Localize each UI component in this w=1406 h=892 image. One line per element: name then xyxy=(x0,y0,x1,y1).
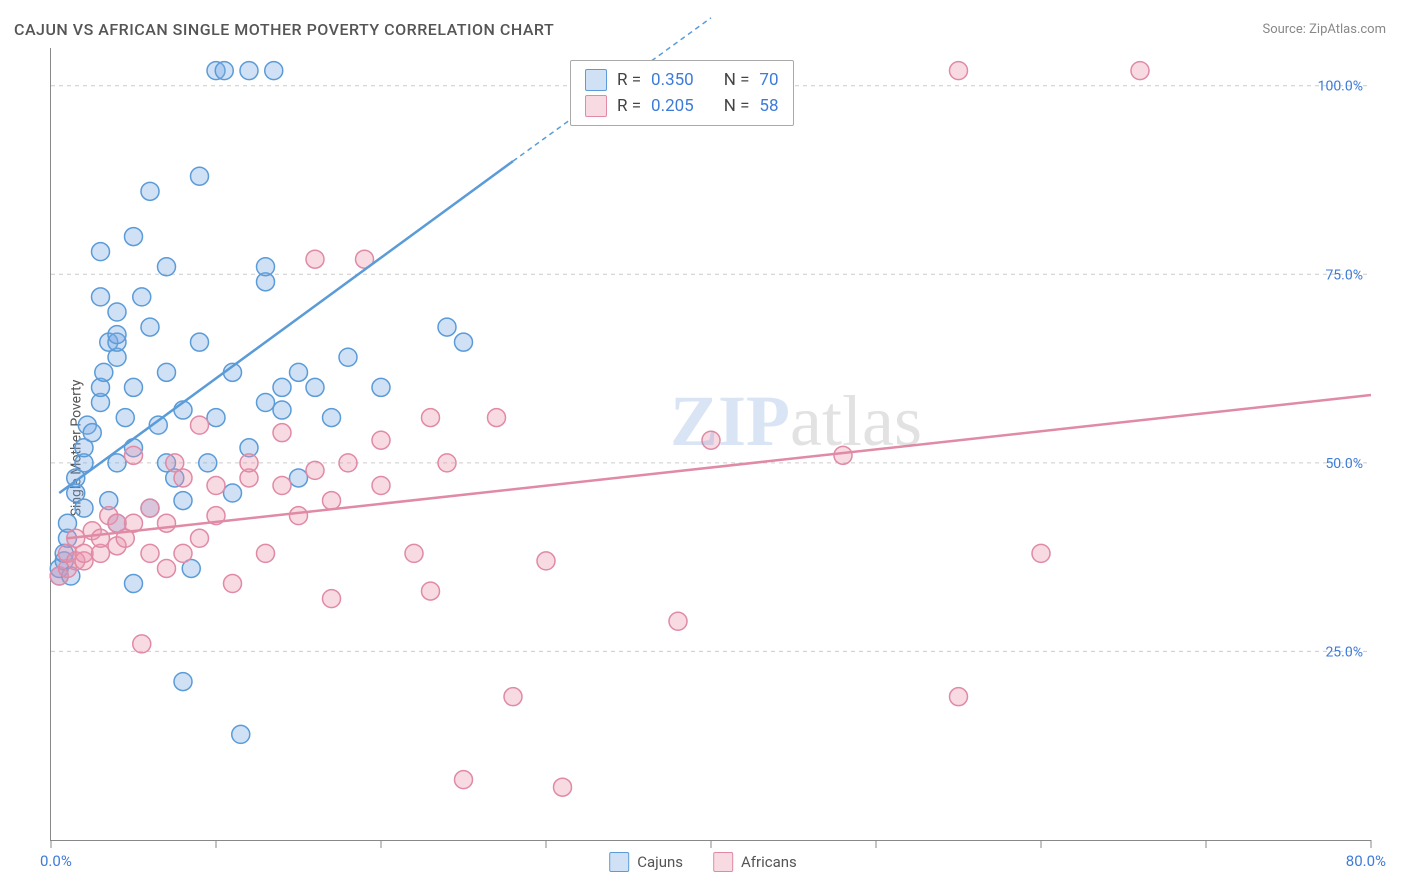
stats-swatch-cajuns xyxy=(585,69,607,91)
source-label: Source: ZipAtlas.com xyxy=(1262,22,1386,37)
stats-r-label: R = xyxy=(617,96,641,116)
stats-r-cajuns: 0.350 xyxy=(651,70,694,90)
svg-text:100.0%: 100.0% xyxy=(1318,79,1363,95)
stats-n-cajuns: 70 xyxy=(759,70,778,90)
legend-swatch-africans xyxy=(713,852,733,872)
stats-box: R = 0.350 N = 70 R = 0.205 N = 58 xyxy=(570,60,794,126)
stats-row-africans: R = 0.205 N = 58 xyxy=(585,93,779,119)
stats-r-label: R = xyxy=(617,70,641,90)
legend-item-africans: Africans xyxy=(713,852,797,872)
plot-area: 25.0% 50.0% 75.0% 100.0% xyxy=(50,48,1371,841)
stats-n-label: N = xyxy=(724,96,750,116)
stats-row-cajuns: R = 0.350 N = 70 xyxy=(585,67,779,93)
scatter-svg: 25.0% 50.0% 75.0% 100.0% xyxy=(51,48,1371,840)
svg-text:50.0%: 50.0% xyxy=(1325,456,1363,472)
svg-text:25.0%: 25.0% xyxy=(1325,644,1363,660)
legend-label-africans: Africans xyxy=(741,853,797,871)
svg-text:75.0%: 75.0% xyxy=(1325,267,1363,283)
chart-title: CAJUN VS AFRICAN SINGLE MOTHER POVERTY C… xyxy=(14,20,554,39)
stats-swatch-africans xyxy=(585,95,607,117)
legend-swatch-cajuns xyxy=(609,852,629,872)
stats-n-label: N = xyxy=(724,70,750,90)
legend-item-cajuns: Cajuns xyxy=(609,852,683,872)
legend-label-cajuns: Cajuns xyxy=(637,853,683,871)
x-axis-max-label: 80.0% xyxy=(1346,852,1386,870)
legend: Cajuns Africans xyxy=(601,850,805,874)
x-axis-min-label: 0.0% xyxy=(40,852,72,870)
stats-r-africans: 0.205 xyxy=(651,96,694,116)
stats-n-africans: 58 xyxy=(759,96,778,116)
